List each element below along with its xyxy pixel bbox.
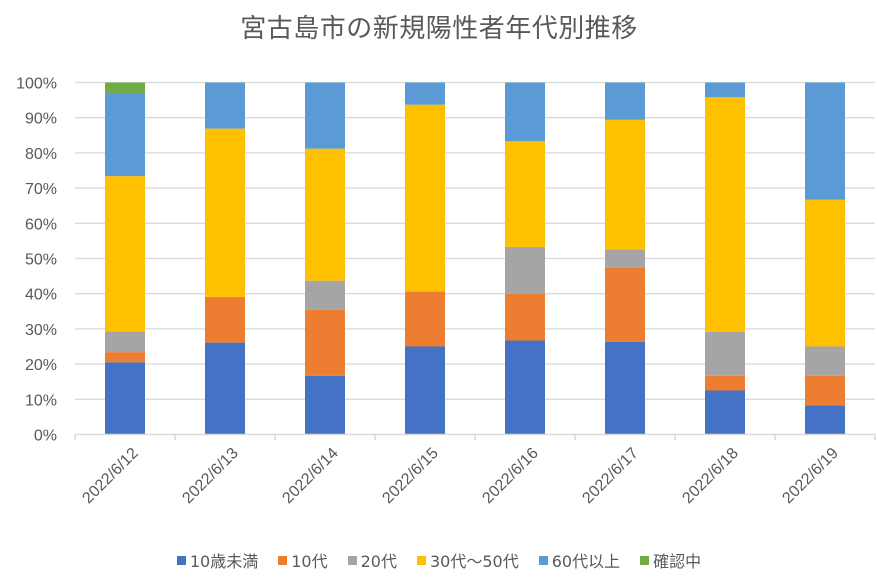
bars <box>105 82 845 435</box>
bar-segment <box>805 375 845 406</box>
bar-segment <box>205 296 245 343</box>
y-tick-label: 100% <box>16 76 57 93</box>
y-tick-label: 0% <box>34 428 57 445</box>
bar-segment <box>205 128 245 297</box>
x-tick-label: 2022/6/14 <box>279 445 341 507</box>
bar-segment <box>105 93 145 177</box>
y-tick-label: 60% <box>25 216 57 233</box>
bar-segment <box>105 362 145 435</box>
legend-swatch <box>640 555 650 565</box>
y-tick-label: 20% <box>25 357 57 374</box>
bar-segment <box>205 82 245 129</box>
x-tick-label: 2022/6/13 <box>179 445 241 507</box>
x-tick-label: 2022/6/16 <box>479 445 541 507</box>
legend-swatch <box>347 555 357 565</box>
bar-segment <box>305 375 345 435</box>
legend-swatch <box>176 555 186 565</box>
x-axis <box>74 433 876 441</box>
bar-segment <box>605 267 645 342</box>
bar-segment <box>305 148 345 281</box>
legend-swatch <box>278 555 288 565</box>
x-axis-labels: 2022/6/12 2022/6/13 2022/6/14 2022/6/15 2022… <box>79 445 841 507</box>
bar-segment <box>605 82 645 120</box>
y-tick-label: 40% <box>25 287 57 304</box>
bar-segment <box>505 340 545 435</box>
gridlines <box>75 81 875 400</box>
legend-label: 10歳未満 <box>189 552 259 571</box>
legend-item: 10代 <box>278 548 328 572</box>
y-tick-label: 10% <box>25 392 57 409</box>
bar-segment <box>705 331 745 376</box>
legend-swatch <box>538 555 548 565</box>
bar-segment <box>105 352 145 363</box>
bar-segment <box>105 82 145 94</box>
bar-segment <box>305 309 345 376</box>
bar-segment <box>805 346 845 376</box>
legend-item: 30代～50代 <box>417 548 519 572</box>
chart-title: 宮古島市の新規陽性者年代別推移 <box>240 14 638 44</box>
bar-segment <box>505 82 545 142</box>
bar-segment <box>105 176 145 332</box>
legend-label: 10代 <box>291 552 328 571</box>
bar-segment <box>405 82 445 105</box>
x-tick-label: 2022/6/18 <box>679 445 741 507</box>
bar-segment <box>805 82 845 200</box>
y-tick-label: 30% <box>25 322 57 339</box>
y-tick-label: 90% <box>25 111 57 128</box>
bar-segment <box>505 293 545 341</box>
bar-segment <box>505 246 545 294</box>
legend-label: 確認中 <box>653 552 702 571</box>
bar-segment <box>705 390 745 435</box>
plot-area: 0% 10% 20% 30% 40% 50% 60% 70% 80% 90% 100% 2022/6… <box>16 76 876 507</box>
bar-segment <box>205 342 245 435</box>
legend-label: 30代～50代 <box>430 552 519 571</box>
bar-segment <box>605 119 645 250</box>
y-tick-label: 70% <box>25 181 57 198</box>
bar-segment <box>405 104 445 292</box>
x-tick-label: 2022/6/17 <box>579 445 641 507</box>
bar-segment <box>405 346 445 435</box>
x-tick-label: 2022/6/19 <box>779 445 841 507</box>
bar-segment <box>705 97 745 332</box>
legend-item: 60代以上 <box>538 548 621 572</box>
bar-segment <box>605 341 645 435</box>
y-tick-label: 50% <box>25 252 57 269</box>
x-tick-label: 2022/6/15 <box>379 445 441 507</box>
x-tick-label: 2022/6/12 <box>79 445 141 507</box>
legend-item: 20代 <box>347 548 397 572</box>
legend-label: 20代 <box>360 552 397 571</box>
legend: 10歳未満 10代 20代 30代～50代 60代以上 確認中 <box>0 548 878 572</box>
bar-segment <box>705 375 745 391</box>
bar-segment <box>805 405 845 435</box>
bar-segment <box>305 280 345 310</box>
bar-segment <box>405 291 445 347</box>
bar-segment <box>305 82 345 149</box>
bar-segment <box>605 249 645 268</box>
y-tick-label: 80% <box>25 146 57 163</box>
bar-segment <box>505 141 545 247</box>
legend-item: 10歳未満 <box>176 548 259 572</box>
legend-item: 確認中 <box>640 548 701 572</box>
legend-label: 60代以上 <box>551 552 621 571</box>
bar-segment <box>105 331 145 353</box>
bar-segment <box>705 82 745 98</box>
y-axis-ticks: 0% 10% 20% 30% 40% 50% 60% 70% 80% 90% 100% <box>16 76 57 445</box>
legend-swatch <box>417 555 426 565</box>
bar-segment <box>805 199 845 347</box>
